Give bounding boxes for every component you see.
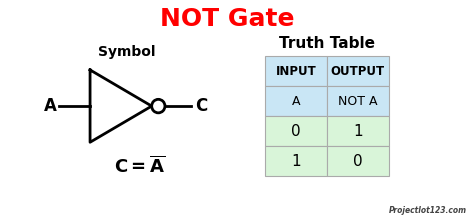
Text: Truth Table: Truth Table	[279, 36, 375, 51]
Text: Symbol: Symbol	[98, 45, 156, 59]
Text: 1: 1	[353, 124, 363, 139]
Text: 0: 0	[353, 154, 363, 169]
Text: A: A	[44, 97, 57, 115]
Text: Projectlot123.com: Projectlot123.com	[389, 205, 467, 215]
Text: $\mathbf{C = \overline{A}}$: $\mathbf{C = \overline{A}}$	[114, 156, 165, 177]
Text: 0: 0	[292, 124, 301, 139]
Text: INPUT: INPUT	[276, 65, 317, 78]
Text: 1: 1	[292, 154, 301, 169]
Bar	[265, 86, 327, 116]
Text: NOT A: NOT A	[338, 95, 378, 108]
Bar	[327, 146, 389, 176]
Text: NOT Gate: NOT Gate	[160, 7, 295, 31]
Text: C: C	[195, 97, 208, 115]
Text: OUTPUT: OUTPUT	[331, 65, 385, 78]
Text: A: A	[292, 95, 301, 108]
Bar	[265, 116, 327, 146]
Bar	[327, 86, 389, 116]
Bar	[327, 56, 389, 86]
Bar	[265, 56, 327, 86]
Bar	[265, 146, 327, 176]
Bar	[327, 116, 389, 146]
